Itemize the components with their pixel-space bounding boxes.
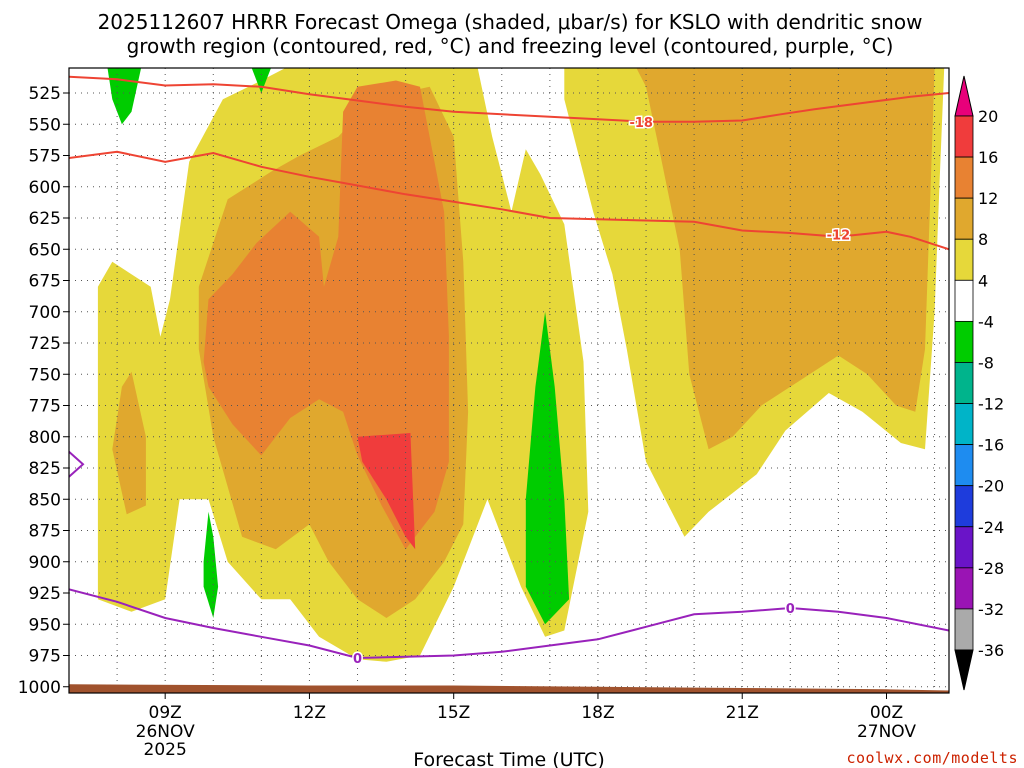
- colorbar-label-0: 20: [978, 107, 998, 126]
- y-tick-label-650: 650: [29, 240, 61, 260]
- plot-frame: [68, 67, 950, 694]
- colorbar-bin-0: [954, 115, 974, 158]
- colorbar-bin-3: [954, 238, 974, 281]
- x-tick-label-12Z: 12Z: [293, 703, 326, 723]
- colorbar-label-2: 12: [978, 189, 998, 208]
- y-tick-label-925: 925: [29, 584, 61, 604]
- y-tick-label-950: 950: [29, 615, 61, 635]
- colorbar: 20 16 12 8 4 -4 -8 -12 -16 -20 -24 -28 -32 -36: [954, 75, 1004, 691]
- x-tick-date-00Z: 27NOV: [857, 722, 916, 742]
- y-tick-label-725: 725: [29, 334, 61, 354]
- x-tick-label-21Z: 21Z: [726, 703, 759, 723]
- y-axis-ticks: 525 550 575 600 625 650 675 700 725 750 775 800 825 8…: [18, 84, 69, 698]
- contour-label-2-1: 0: [786, 602, 795, 617]
- y-tick-label-975: 975: [29, 647, 61, 667]
- contour-label-2-0: 0: [353, 652, 362, 667]
- y-tick-label-550: 550: [29, 115, 61, 135]
- x-tick-label-15Z: 15Z: [437, 703, 470, 723]
- y-tick-label-525: 525: [29, 84, 61, 104]
- omega-region-16to20-6: [357, 433, 416, 550]
- colorbar-bin-5: [954, 320, 974, 363]
- colorbar-bottom-arrow: [954, 649, 974, 691]
- omega-region-12to16-5: [203, 80, 449, 550]
- colorbar-label-13: -36: [978, 641, 1004, 660]
- x-tick-label-18Z: 18Z: [581, 703, 614, 723]
- credit-text: coolwx.com/modelts: [846, 749, 1018, 767]
- omega-region--8to-4-9: [203, 511, 219, 618]
- omega-region--8to-4-7: [107, 68, 142, 125]
- colorbar-bin-2: [954, 197, 974, 240]
- left-edge-marker: [68, 451, 85, 478]
- chart-title-line-1: 2025112607 HRRR Forecast Omega (shaded, …: [98, 10, 923, 34]
- omega-region-8to12-4: [636, 68, 935, 450]
- x-tick-label-09Z: 09Z: [149, 703, 182, 723]
- colorbar-label-4: 4: [978, 271, 988, 290]
- y-tick-label-1000: 1000: [18, 678, 61, 698]
- colorbar-top-arrow: [954, 75, 974, 117]
- y-tick-label-700: 700: [29, 303, 61, 323]
- y-tick-label-750: 750: [29, 365, 61, 385]
- colorbar-bin-7: [954, 403, 974, 446]
- colorbar-label-12: -32: [978, 600, 1004, 619]
- colorbar-bin-9: [954, 485, 974, 528]
- omega-region--8to-4-10: [525, 311, 570, 625]
- contour-line-1: [69, 150, 949, 251]
- colorbar-bin-4: [954, 279, 974, 322]
- y-tick-label-900: 900: [29, 553, 61, 573]
- colorbar-bin-8: [954, 444, 974, 487]
- y-tick-label-850: 850: [29, 490, 61, 510]
- contour-line-0: [69, 75, 949, 123]
- y-tick-label-775: 775: [29, 397, 61, 417]
- contour-line-2: [69, 588, 949, 660]
- plot-content: -18 -12 0 0: [69, 68, 949, 693]
- terrain-fill: [69, 684, 949, 693]
- x-tick-label-00Z: 00Z: [870, 703, 903, 723]
- colorbar-bin-10: [954, 526, 974, 569]
- colorbar-label-6: -8: [978, 353, 994, 372]
- y-tick-label-600: 600: [29, 178, 61, 198]
- y-tick-label-875: 875: [29, 522, 61, 542]
- contour-label-0-0: -18: [629, 116, 653, 131]
- x-tick-year-09Z: 2025: [144, 740, 187, 760]
- colorbar-label-10: -24: [978, 518, 1004, 537]
- colorbar-bin-11: [954, 567, 974, 610]
- colorbar-bin-1: [954, 156, 974, 199]
- colorbar-label-3: 8: [978, 230, 988, 249]
- x-axis-label: Forecast Time (UTC): [413, 749, 604, 768]
- y-tick-label-675: 675: [29, 272, 61, 292]
- colorbar-label-11: -28: [978, 559, 1004, 578]
- y-tick-label-800: 800: [29, 428, 61, 448]
- y-tick-label-625: 625: [29, 209, 61, 229]
- colorbar-bin-6: [954, 362, 974, 404]
- colorbar-label-7: -12: [978, 395, 1004, 414]
- contour-label-1-0: -12: [827, 228, 851, 243]
- plot-area: -18 -12 0 0: [68, 68, 949, 693]
- chart-title-line-2: growth region (contoured, red, °C) and f…: [127, 34, 894, 58]
- colorbar-label-8: -16: [978, 436, 1004, 455]
- y-tick-label-825: 825: [29, 459, 61, 479]
- x-tick-date-09Z: 26NOV: [136, 722, 195, 742]
- colorbar-label-5: -4: [978, 312, 994, 331]
- colorbar-bin-12: [954, 608, 974, 651]
- omega-region-8to12-2: [112, 371, 146, 515]
- colorbar-label-1: 16: [978, 148, 998, 167]
- colorbar-label-9: -20: [978, 477, 1004, 496]
- y-tick-label-575: 575: [29, 147, 61, 167]
